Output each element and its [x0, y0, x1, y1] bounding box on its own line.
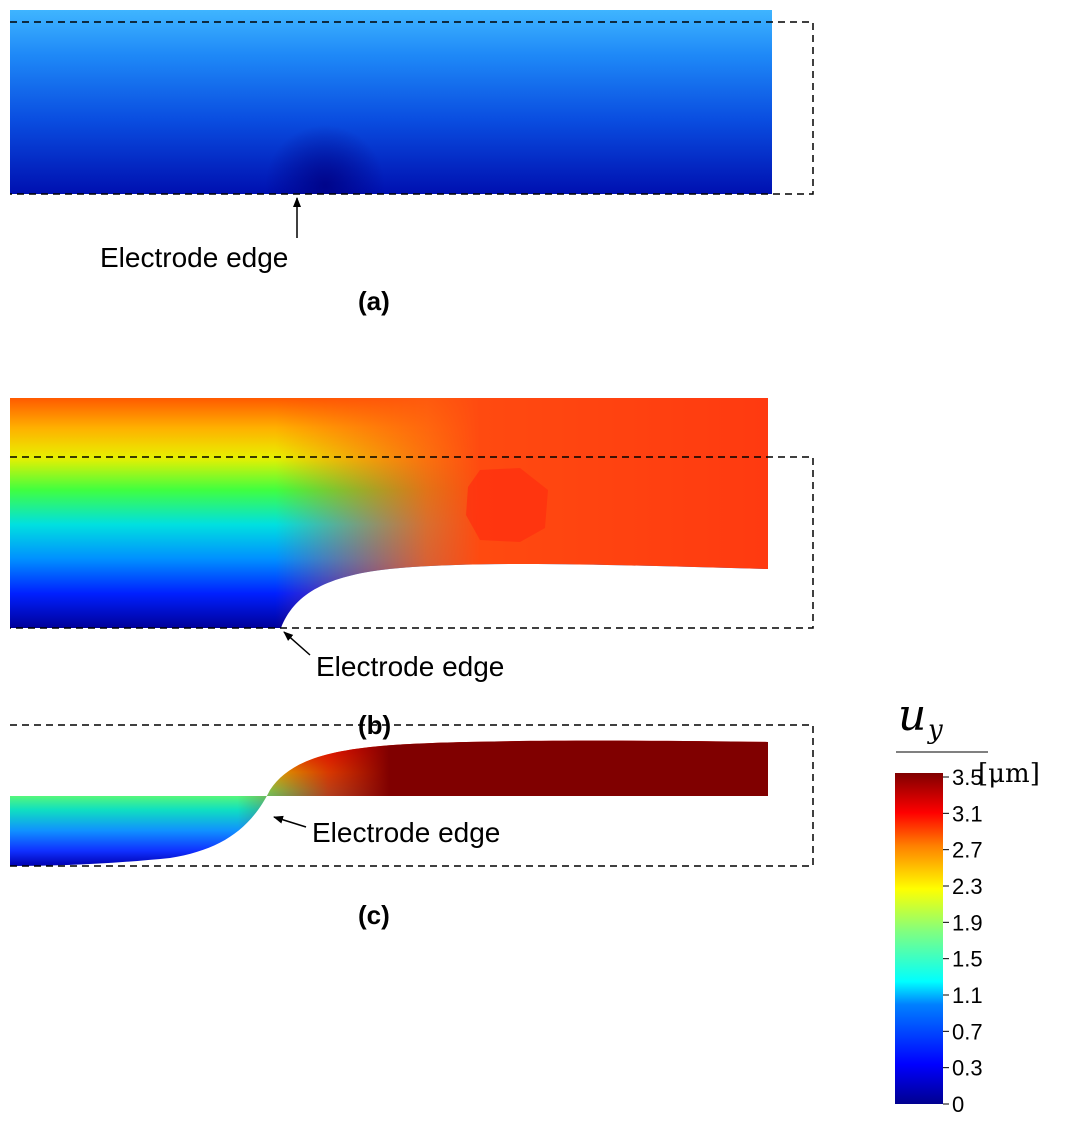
panel-b-inner-contour [466, 468, 548, 542]
colorbar-tick-label: 3.5 [952, 765, 983, 790]
colorbar-tick-label: 3.1 [952, 801, 983, 826]
colorbar-subscript: y [927, 715, 943, 745]
panel-b-field-overlay [10, 398, 768, 628]
colorbar-tick-label: 2.7 [952, 838, 983, 863]
panel-a-label: (a) [358, 286, 390, 316]
colorbar-tick-label: 1.9 [952, 910, 983, 935]
panel-a-dark-spot [10, 10, 772, 194]
panel-a: Electrode edge (a) [10, 10, 814, 316]
panel-b-electrode-arrow [283, 631, 311, 656]
colorbar: u y [μm] 3.5 3.1 2.7 2.3 1.9 1.5 1.1 0.7 0.3 0 [895, 690, 1040, 1117]
colorbar-symbol: u [898, 690, 926, 741]
panel-c-reference-outline [10, 724, 814, 867]
panel-b-electrode-label: Electrode edge [316, 651, 504, 682]
colorbar-tick-label: 2.3 [952, 874, 983, 899]
panel-c-electrode-label: Electrode edge [312, 817, 500, 848]
panel-c-label: (c) [358, 900, 390, 930]
colorbar-ticks: 3.5 3.1 2.7 2.3 1.9 1.5 1.1 0.7 0.3 0 [943, 765, 983, 1117]
panel-c: Electrode edge (c) [10, 724, 814, 930]
colorbar-unit: [μm] [978, 759, 1040, 789]
colorbar-gradient [895, 773, 943, 1104]
panel-b-reference-outline [10, 456, 814, 629]
colorbar-tick-label: 0.3 [952, 1056, 983, 1081]
panel-b: Electrode edge (b) [10, 398, 814, 740]
colorbar-tick-label: 0 [952, 1092, 964, 1117]
panel-c-field-overlay [10, 740, 768, 866]
colorbar-tick-label: 0.7 [952, 1019, 983, 1044]
panel-c-electrode-arrow [273, 815, 307, 828]
colorbar-tick-label: 1.5 [952, 947, 983, 972]
colorbar-tick-label: 1.1 [952, 983, 983, 1008]
panel-a-reference-outline [10, 21, 814, 195]
panel-a-electrode-label: Electrode edge [100, 242, 288, 273]
